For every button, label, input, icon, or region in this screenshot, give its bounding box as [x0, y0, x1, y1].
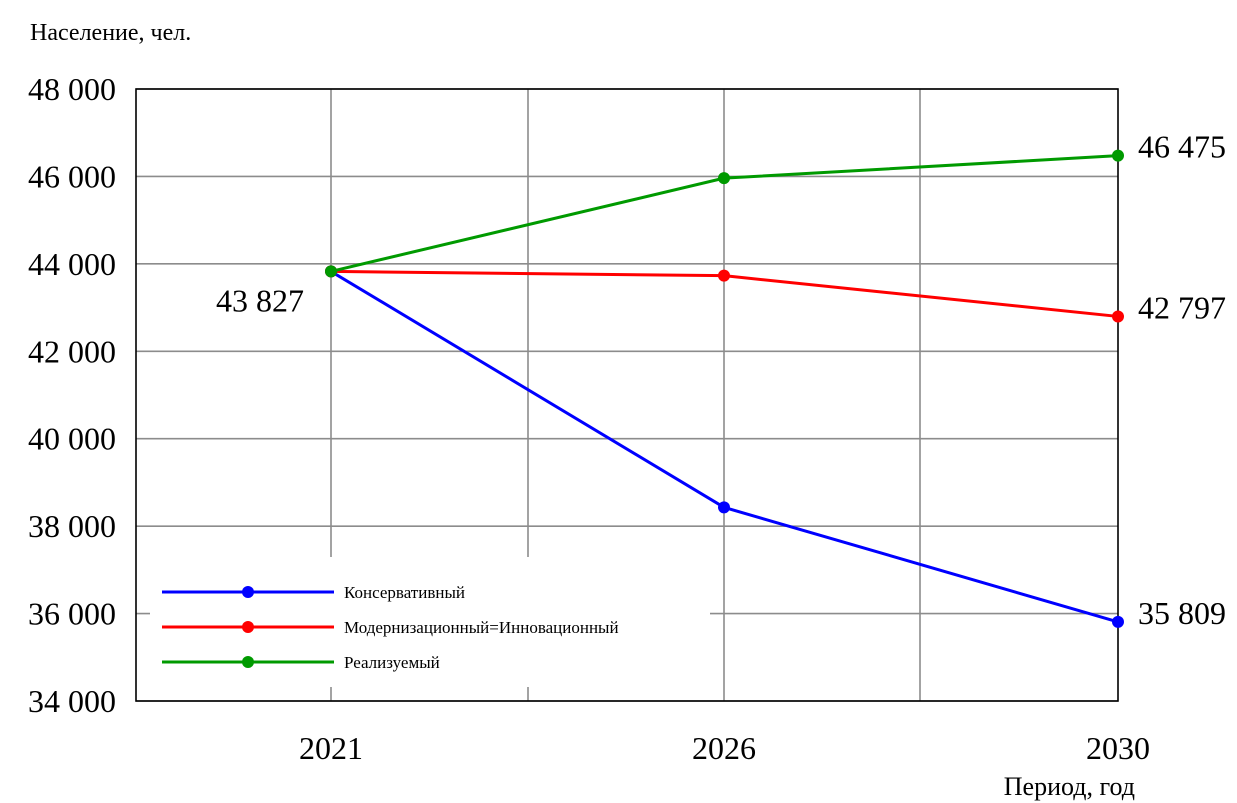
legend-label: Модернизационный=Инновационный — [344, 618, 619, 637]
x-axis-label: Период, год — [1004, 772, 1135, 801]
data-point — [1112, 615, 1124, 628]
legend-swatch-marker — [242, 621, 254, 633]
series — [325, 149, 1124, 628]
y-tick-label: 40 000 — [28, 421, 116, 457]
data-point — [325, 265, 337, 278]
y-tick-label: 36 000 — [28, 596, 116, 632]
legend-swatch-marker — [242, 656, 254, 668]
y-tick-label: 38 000 — [28, 508, 116, 544]
data-label: 43 827 — [216, 282, 304, 318]
legend-label: Консервативный — [344, 583, 465, 602]
data-label: 35 809 — [1138, 595, 1226, 631]
legend-swatch-marker — [242, 586, 254, 598]
y-axis-ticks: 34 000 36 000 38 000 40 000 42 000 44 000 46 0… — [28, 71, 116, 719]
data-point — [718, 172, 730, 185]
y-tick-label: 34 000 — [28, 683, 116, 719]
x-tick-label: 2030 — [1086, 730, 1150, 766]
y-tick-label: 42 000 — [28, 333, 116, 369]
x-axis-ticks: 2021 2026 2030 — [299, 730, 1150, 766]
data-point — [1112, 310, 1124, 323]
plot-frame — [135, 88, 1119, 702]
y-tick-label: 48 000 — [28, 71, 116, 107]
x-tick-label: 2021 — [299, 730, 363, 766]
y-tick-label: 44 000 — [28, 246, 116, 282]
data-label: 42 797 — [1138, 289, 1226, 325]
data-point — [1112, 149, 1124, 162]
data-label: 46 475 — [1138, 129, 1226, 165]
x-tick-label: 2026 — [692, 730, 756, 766]
legend: Консервативный Модернизационный=Инновацио… — [150, 557, 710, 687]
y-tick-label: 46 000 — [28, 158, 116, 194]
data-labels: 43 827 46 475 42 797 35 809 — [216, 129, 1226, 631]
legend-label: Реализуемый — [344, 653, 440, 672]
y-axis-label: Население, чел. — [30, 20, 191, 46]
data-point — [718, 501, 730, 514]
data-point — [718, 269, 730, 282]
